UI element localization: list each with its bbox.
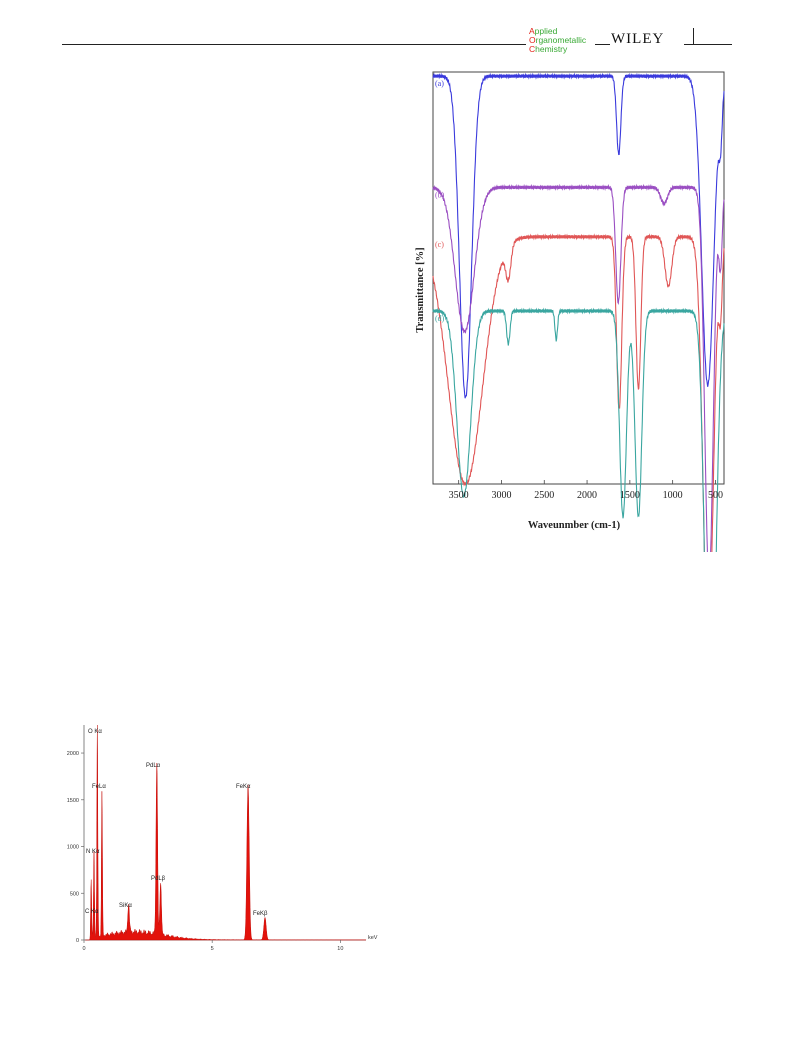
eds-x-axis-unit: keV: [368, 935, 378, 941]
eds-y-tick-label: 2000: [67, 751, 79, 757]
eds-peak-label: C Kα: [85, 909, 99, 915]
journal-logo-line: Chemistry: [529, 45, 586, 54]
eds-peak-label: O Kα: [88, 729, 102, 735]
eds-y-tick-label: 500: [70, 891, 79, 897]
eds-peak-label: N Kα: [86, 849, 100, 855]
journal-logo-line: Applied: [529, 27, 586, 36]
ftir-x-tick-label: 1000: [663, 490, 683, 501]
journal-logo: Applied Organometallic Chemistry: [529, 27, 586, 54]
header-rule-short: [595, 44, 610, 45]
eds-x-tick-label: 5: [211, 946, 214, 952]
eds-y-tick-label: 0: [76, 938, 79, 944]
eds-peak-label: PdLβ: [151, 876, 166, 882]
eds-spectrum-area: [85, 724, 367, 941]
journal-logo-initial: A: [529, 26, 535, 36]
ftir-series-line: [432, 72, 725, 399]
journal-logo-word: hemistry: [535, 44, 568, 54]
ftir-series-line: [432, 233, 725, 552]
eds-peak-label: SiKα: [119, 903, 132, 909]
header-rule: [62, 44, 526, 45]
eds-y-tick-label: 1500: [67, 798, 79, 804]
journal-logo-initial: C: [529, 44, 536, 54]
ftir-series-label: (a): [435, 79, 444, 88]
eds-peak-label: FeKα: [236, 784, 251, 790]
header-rule-right: [684, 44, 732, 45]
eds-x-tick-label: 10: [337, 946, 343, 952]
wiley-wordmark: WILEY: [611, 31, 665, 47]
ftir-x-tick-label: 3000: [491, 490, 511, 501]
ftir-series-line: [432, 307, 725, 552]
eds-peak-label: FeLα: [92, 784, 106, 790]
ftir-x-tick-label: 3500: [449, 490, 469, 501]
ftir-x-tick-label: 500: [708, 490, 723, 501]
ftir-x-axis-label: Waveunmber (cm-1): [528, 520, 621, 531]
eds-figure: 0 500 1000 1500 2000 0 5 10 C Kα N Kα O Kα FeLα SiK…: [67, 724, 378, 952]
journal-logo-word: pplied: [534, 26, 558, 36]
eds-x-tick-label: 0: [82, 946, 85, 952]
ftir-series-label: (c): [435, 240, 444, 249]
journal-logo-word: rganometallic: [535, 35, 587, 45]
eds-peak-label: FeKβ: [253, 911, 268, 917]
header-page-tick: [693, 28, 694, 44]
eds-y-tick-label: 1000: [67, 845, 79, 851]
ftir-x-tick-label: 2500: [534, 490, 554, 501]
ftir-series-label: (b): [435, 190, 445, 199]
ftir-y-axis-label: Transmittance [%]: [415, 247, 426, 332]
ftir-x-tick-label: 1500: [620, 490, 640, 501]
ftir-figure: 3500 3000 2500 2000 1500 1000 500 (a) (b) (c) (d)…: [415, 71, 725, 552]
eds-peak-label: PdLα: [146, 763, 161, 769]
journal-logo-line: Organometallic: [529, 36, 586, 45]
journal-logo-initial: O: [529, 35, 536, 45]
ftir-x-tick-label: 2000: [577, 490, 597, 501]
ftir-series-line: [432, 183, 725, 552]
ftir-series-label: (d): [435, 314, 445, 323]
